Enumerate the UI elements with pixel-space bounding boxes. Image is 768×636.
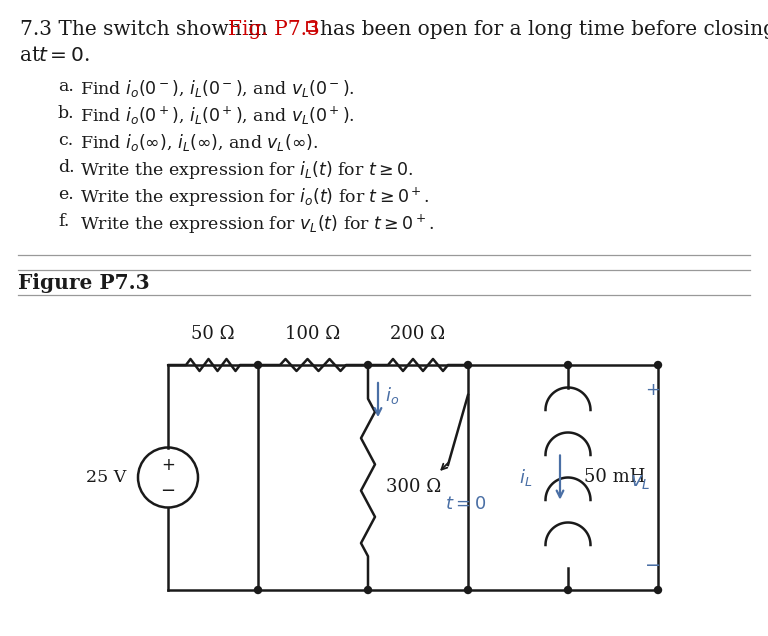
Text: 50 mH: 50 mH (584, 469, 645, 487)
Text: −: − (161, 482, 176, 500)
Text: $v_L$: $v_L$ (630, 473, 650, 492)
Text: has been open for a long time before closing: has been open for a long time before clo… (320, 20, 768, 39)
Circle shape (365, 586, 372, 593)
Text: $i_o$: $i_o$ (385, 385, 399, 406)
Text: +: + (161, 457, 175, 474)
Text: 50 Ω: 50 Ω (191, 325, 235, 343)
Text: −: − (645, 555, 661, 574)
Text: Figure P7.3: Figure P7.3 (18, 273, 150, 293)
Text: e.: e. (58, 186, 74, 203)
Text: Write the expression for $v_L(t)$ for $t \geq 0^+$.: Write the expression for $v_L(t)$ for $t… (80, 213, 435, 237)
Bar (307, 22, 316, 31)
Text: $t = 0$: $t = 0$ (445, 495, 486, 513)
Text: a.: a. (58, 78, 74, 95)
Text: c.: c. (58, 132, 73, 149)
Text: Find $i_o(0^+)$, $i_L(0^+)$, and $v_L(0^+)$.: Find $i_o(0^+)$, $i_L(0^+)$, and $v_L(0^… (80, 105, 355, 127)
Circle shape (654, 361, 661, 368)
Text: d.: d. (58, 159, 74, 176)
Text: at: at (20, 46, 47, 65)
Text: Write the expression for $i_L(t)$ for $t \geq 0$.: Write the expression for $i_L(t)$ for $t… (80, 159, 413, 181)
Text: $i_L$: $i_L$ (518, 467, 532, 488)
Circle shape (365, 361, 372, 368)
Text: Find $i_o(\infty)$, $i_L(\infty)$, and $v_L(\infty)$.: Find $i_o(\infty)$, $i_L(\infty)$, and $… (80, 132, 318, 153)
Text: Find $i_o(0^-)$, $i_L(0^-)$, and $v_L(0^-)$.: Find $i_o(0^-)$, $i_L(0^-)$, and $v_L(0^… (80, 78, 355, 99)
Text: 25 V: 25 V (86, 469, 126, 486)
Text: 100 Ω: 100 Ω (286, 325, 341, 343)
Circle shape (564, 586, 571, 593)
Text: +: + (645, 381, 660, 399)
Text: b.: b. (58, 105, 74, 122)
Text: $t = 0$.: $t = 0$. (38, 46, 90, 65)
Circle shape (254, 586, 261, 593)
Text: 7.3 The switch shown in: 7.3 The switch shown in (20, 20, 274, 39)
Text: f.: f. (58, 213, 69, 230)
Text: 300 Ω: 300 Ω (386, 478, 442, 497)
Text: Fig. P7.3: Fig. P7.3 (228, 20, 319, 39)
Circle shape (465, 586, 472, 593)
Circle shape (465, 361, 472, 368)
Text: Write the expression for $i_o(t)$ for $t \geq 0^+$.: Write the expression for $i_o(t)$ for $t… (80, 186, 429, 209)
Circle shape (654, 586, 661, 593)
Circle shape (254, 361, 261, 368)
Circle shape (564, 361, 571, 368)
Text: 200 Ω: 200 Ω (390, 325, 445, 343)
